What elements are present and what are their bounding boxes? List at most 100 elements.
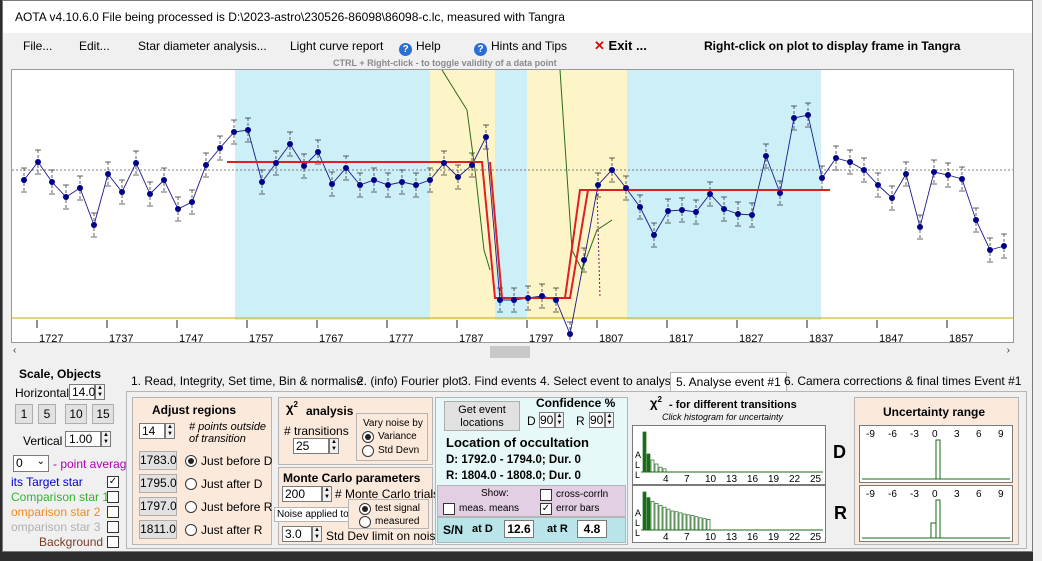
- menu-help[interactable]: ? Help: [399, 39, 441, 56]
- region-value-button[interactable]: 1797.0: [139, 497, 177, 516]
- menu-hints[interactable]: ? Hints and Tips: [474, 39, 567, 56]
- scale-button-10[interactable]: 10: [65, 404, 87, 424]
- data-point[interactable]: [665, 208, 671, 214]
- data-point[interactable]: [637, 204, 643, 210]
- data-point[interactable]: [889, 195, 895, 201]
- data-point[interactable]: [581, 257, 587, 263]
- hist-bar[interactable]: [690, 515, 695, 531]
- data-point[interactable]: [707, 191, 713, 197]
- data-point[interactable]: [861, 167, 867, 173]
- data-point[interactable]: [875, 182, 881, 188]
- data-point[interactable]: [651, 232, 657, 238]
- object-checkbox[interactable]: [107, 536, 119, 548]
- chi-hist-d[interactable]: A L L 4 7 10 13 16 19 22 25: [632, 425, 826, 485]
- data-point[interactable]: [147, 191, 153, 197]
- data-point[interactable]: [161, 177, 167, 183]
- data-point[interactable]: [245, 127, 251, 133]
- data-point[interactable]: [273, 160, 279, 166]
- data-point[interactable]: [259, 179, 265, 185]
- data-point[interactable]: [469, 162, 475, 168]
- trials-input[interactable]: 200: [282, 486, 322, 502]
- data-point[interactable]: [609, 167, 615, 173]
- data-point[interactable]: [287, 141, 293, 147]
- data-point[interactable]: [539, 293, 545, 299]
- scale-button-1[interactable]: 1: [15, 404, 33, 424]
- data-point[interactable]: [231, 129, 237, 135]
- data-point[interactable]: [301, 163, 307, 169]
- hist-bar[interactable]: [674, 511, 679, 531]
- tab-4[interactable]: 4. Select event to analyse: [540, 374, 678, 388]
- region-radio[interactable]: [185, 524, 197, 536]
- data-point[interactable]: [49, 179, 55, 185]
- horizontal-scrollbar[interactable]: ‹ ›: [11, 345, 1014, 359]
- hist-bar[interactable]: [654, 463, 659, 473]
- hist-bar[interactable]: [662, 506, 667, 531]
- meas-means-checkbox[interactable]: [443, 503, 455, 515]
- menu-star-diameter[interactable]: Star diameter analysis...: [138, 39, 267, 53]
- std-devn-radio[interactable]: [362, 445, 374, 457]
- confidence-d-spinner[interactable]: ▲ ▼: [555, 412, 564, 428]
- region-radio[interactable]: [185, 478, 197, 490]
- hist-bar[interactable]: [706, 519, 711, 531]
- hist-bar[interactable]: [682, 513, 687, 531]
- hist-bar[interactable]: [694, 516, 699, 531]
- data-point[interactable]: [119, 189, 125, 195]
- menu-exit[interactable]: ✕ Exit ...: [594, 38, 647, 54]
- scroll-thumb[interactable]: [490, 346, 530, 358]
- data-point[interactable]: [959, 176, 965, 182]
- confidence-r-spinner[interactable]: ▲ ▼: [605, 412, 614, 428]
- point-average-select[interactable]: 0 ⌄: [13, 455, 49, 472]
- transitions-spinner[interactable]: ▲ ▼: [329, 438, 339, 454]
- data-point[interactable]: [903, 171, 909, 177]
- data-point[interactable]: [455, 174, 461, 180]
- data-point[interactable]: [413, 182, 419, 188]
- hist-bar[interactable]: [702, 518, 707, 531]
- region-value-button[interactable]: 1811.0: [139, 520, 177, 539]
- data-point[interactable]: [553, 297, 559, 303]
- region-value-button[interactable]: 1795.0: [139, 474, 177, 493]
- data-point[interactable]: [35, 159, 41, 165]
- hist-bar[interactable]: [658, 504, 663, 531]
- object-checkbox[interactable]: [107, 506, 119, 518]
- get-event-locations-button[interactable]: Get event locations: [444, 401, 520, 431]
- std-limit-input[interactable]: 3.0: [282, 526, 312, 542]
- vertical-spinner[interactable]: ▲ ▼: [101, 431, 111, 447]
- horizontal-input[interactable]: 14.0: [69, 384, 95, 400]
- cross-corrln-checkbox[interactable]: [540, 489, 552, 501]
- region-value-button[interactable]: 1783.0: [139, 451, 177, 470]
- data-point[interactable]: [819, 175, 825, 181]
- points-spinner[interactable]: ▲ ▼: [165, 423, 175, 439]
- data-point[interactable]: [525, 295, 531, 301]
- horizontal-spinner[interactable]: ▲ ▼: [95, 384, 105, 400]
- hist-bar[interactable]: [670, 510, 675, 531]
- hist-bar[interactable]: [642, 431, 647, 473]
- data-point[interactable]: [833, 155, 839, 161]
- vertical-input[interactable]: 1.00: [65, 431, 101, 447]
- trials-spinner[interactable]: ▲ ▼: [322, 486, 332, 502]
- scale-button-5[interactable]: 5: [38, 404, 56, 424]
- hist-bar[interactable]: [666, 508, 671, 531]
- points-outside-input[interactable]: 14: [139, 423, 165, 439]
- data-point[interactable]: [945, 172, 951, 178]
- data-point[interactable]: [371, 177, 377, 183]
- test-signal-radio[interactable]: [359, 503, 371, 515]
- data-point[interactable]: [623, 185, 629, 191]
- data-point[interactable]: [805, 112, 811, 118]
- hist-bar[interactable]: [654, 503, 659, 531]
- data-point[interactable]: [357, 182, 363, 188]
- measured-radio[interactable]: [359, 516, 371, 528]
- object-checkbox[interactable]: [107, 491, 119, 503]
- object-checkbox[interactable]: ✓: [107, 476, 119, 488]
- data-point[interactable]: [343, 165, 349, 171]
- data-point[interactable]: [385, 182, 391, 188]
- data-point[interactable]: [203, 162, 209, 168]
- data-point[interactable]: [763, 153, 769, 159]
- data-point[interactable]: [497, 297, 503, 303]
- light-curve-plot[interactable]: 1727 1737 1747 1757 1767 1777 1787 1797 1807 1817…: [11, 69, 1014, 343]
- hist-bar[interactable]: [698, 517, 703, 531]
- data-point[interactable]: [721, 206, 727, 212]
- region-radio[interactable]: [185, 501, 197, 513]
- data-point[interactable]: [441, 160, 447, 166]
- menu-light-curve-report[interactable]: Light curve report: [290, 39, 384, 53]
- scroll-right-arrow-icon[interactable]: ›: [1006, 345, 1010, 356]
